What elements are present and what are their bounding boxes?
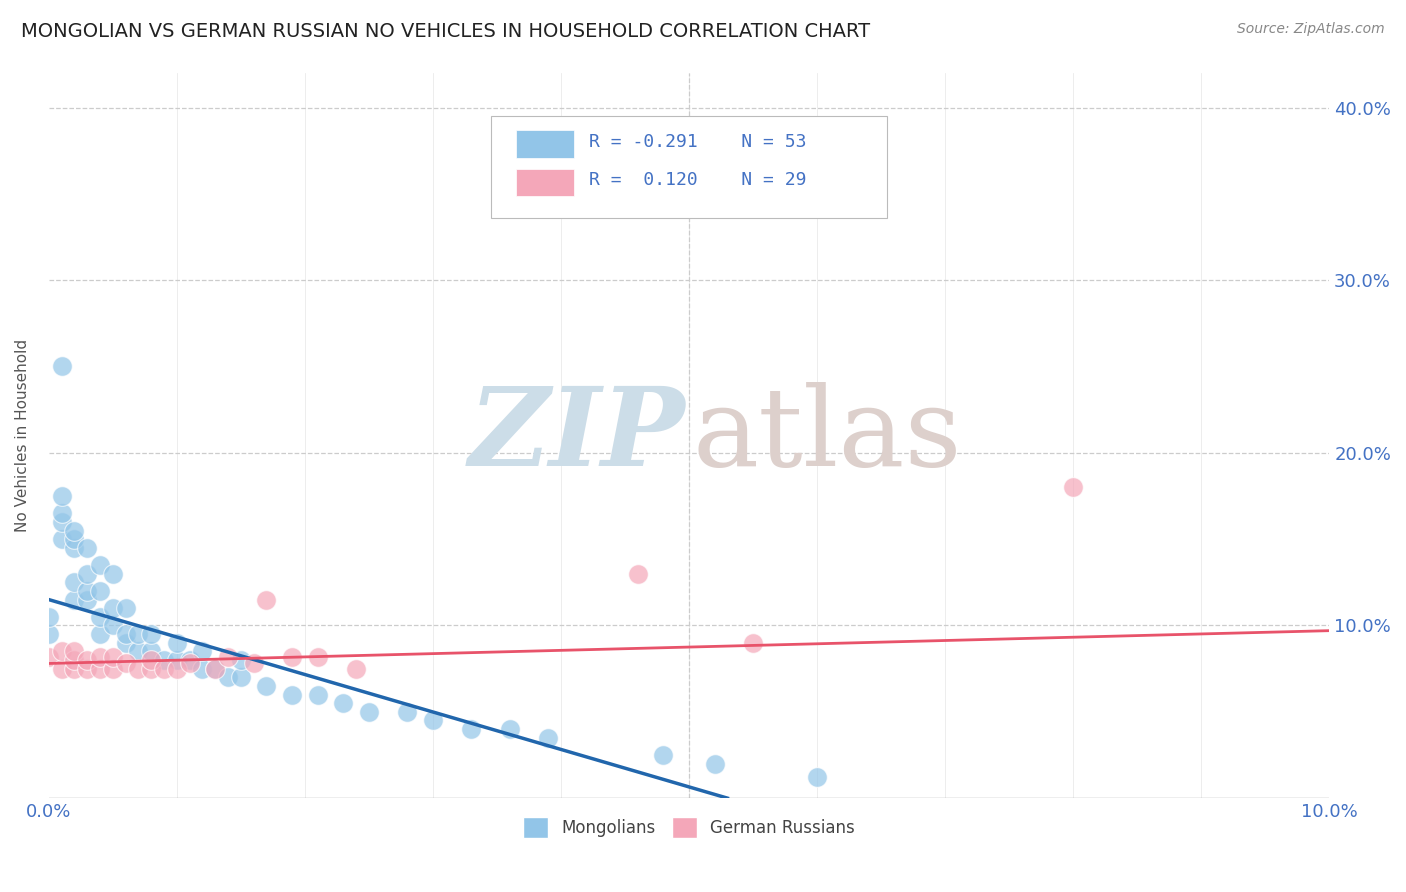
Point: [166, 653, 188, 667]
Point: [101, 566, 124, 581]
Point: [51, 489, 73, 503]
Point: [89, 584, 111, 599]
Point: [537, 731, 560, 745]
Point: [153, 653, 176, 667]
Y-axis label: No Vehicles in Household: No Vehicles in Household: [15, 339, 30, 533]
Point: [217, 670, 239, 684]
Point: [63, 644, 86, 658]
Point: [229, 670, 252, 684]
Text: atlas: atlas: [693, 382, 963, 489]
Point: [256, 592, 278, 607]
Point: [114, 627, 136, 641]
Point: [357, 705, 380, 719]
Point: [127, 662, 149, 676]
Text: Source: ZipAtlas.com: Source: ZipAtlas.com: [1237, 22, 1385, 37]
Point: [242, 657, 264, 671]
Point: [51, 532, 73, 546]
Point: [63, 653, 86, 667]
Point: [101, 662, 124, 676]
Point: [166, 636, 188, 650]
Point: [460, 722, 482, 736]
Point: [281, 688, 304, 702]
Point: [38, 627, 60, 641]
Point: [127, 627, 149, 641]
Point: [114, 636, 136, 650]
Legend: Mongolians, German Russians: Mongolians, German Russians: [516, 811, 862, 844]
Point: [141, 662, 163, 676]
Point: [166, 662, 188, 676]
Point: [101, 649, 124, 664]
Point: [307, 688, 329, 702]
Point: [38, 649, 60, 664]
Point: [114, 601, 136, 615]
Point: [89, 558, 111, 572]
Point: [127, 644, 149, 658]
Point: [63, 575, 86, 590]
Point: [703, 756, 725, 771]
Point: [806, 771, 828, 785]
Point: [63, 592, 86, 607]
Point: [51, 644, 73, 658]
Point: [38, 610, 60, 624]
Point: [141, 644, 163, 658]
Point: [51, 506, 73, 520]
FancyBboxPatch shape: [491, 117, 887, 218]
Point: [51, 515, 73, 529]
Point: [114, 657, 136, 671]
FancyBboxPatch shape: [516, 169, 574, 196]
Point: [89, 662, 111, 676]
Point: [204, 662, 226, 676]
Point: [63, 541, 86, 555]
Text: R =  0.120    N = 29: R = 0.120 N = 29: [589, 171, 807, 189]
Point: [742, 636, 765, 650]
Point: [229, 653, 252, 667]
Point: [179, 653, 201, 667]
Point: [76, 653, 98, 667]
Point: [652, 747, 675, 762]
Point: [89, 649, 111, 664]
Point: [141, 653, 163, 667]
Text: ZIP: ZIP: [468, 382, 685, 490]
Point: [204, 662, 226, 676]
Point: [76, 566, 98, 581]
Point: [191, 662, 214, 676]
Point: [307, 649, 329, 664]
Point: [141, 627, 163, 641]
FancyBboxPatch shape: [516, 130, 574, 158]
Point: [344, 662, 367, 676]
Point: [89, 610, 111, 624]
Point: [76, 662, 98, 676]
Point: [89, 627, 111, 641]
Point: [76, 541, 98, 555]
Point: [1062, 480, 1084, 494]
Point: [422, 714, 444, 728]
Point: [63, 524, 86, 538]
Point: [499, 722, 522, 736]
Point: [51, 359, 73, 374]
Point: [101, 618, 124, 632]
Point: [281, 649, 304, 664]
Point: [153, 662, 176, 676]
Point: [51, 662, 73, 676]
Point: [627, 566, 650, 581]
Text: MONGOLIAN VS GERMAN RUSSIAN NO VEHICLES IN HOUSEHOLD CORRELATION CHART: MONGOLIAN VS GERMAN RUSSIAN NO VEHICLES …: [21, 22, 870, 41]
Point: [256, 679, 278, 693]
Point: [63, 662, 86, 676]
Point: [396, 705, 419, 719]
Point: [101, 601, 124, 615]
Point: [179, 657, 201, 671]
Point: [191, 644, 214, 658]
Point: [76, 584, 98, 599]
Text: R = -0.291    N = 53: R = -0.291 N = 53: [589, 133, 807, 151]
Point: [217, 649, 239, 664]
Point: [76, 592, 98, 607]
Point: [63, 532, 86, 546]
Point: [332, 696, 354, 710]
